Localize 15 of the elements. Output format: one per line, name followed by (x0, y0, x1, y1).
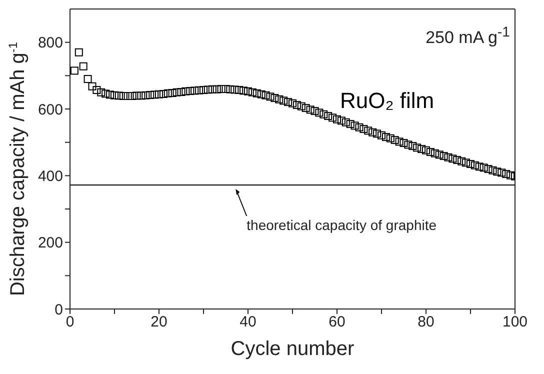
x-tick-label: 60 (328, 314, 346, 331)
x-axis-title: Cycle number (230, 338, 355, 360)
y-tick-label: 400 (38, 168, 63, 185)
legend-label: theoretical capacity of graphite (246, 217, 437, 233)
x-tick-label: 20 (150, 314, 168, 331)
x-tick-label: 0 (66, 314, 74, 331)
annotation: 250 mA g$^{-1}$ (426, 24, 510, 47)
x-tick-label: 80 (418, 314, 434, 331)
y-tick-label: 600 (38, 101, 63, 118)
x-tick-label: 40 (240, 314, 256, 331)
y-tick-label: 0 (54, 301, 63, 318)
x-tick-label: 100 (502, 314, 528, 331)
series-label: RuO₂ film (340, 88, 434, 114)
y-tick-label: 200 (38, 234, 63, 252)
y-tick-label: 800 (38, 34, 63, 52)
